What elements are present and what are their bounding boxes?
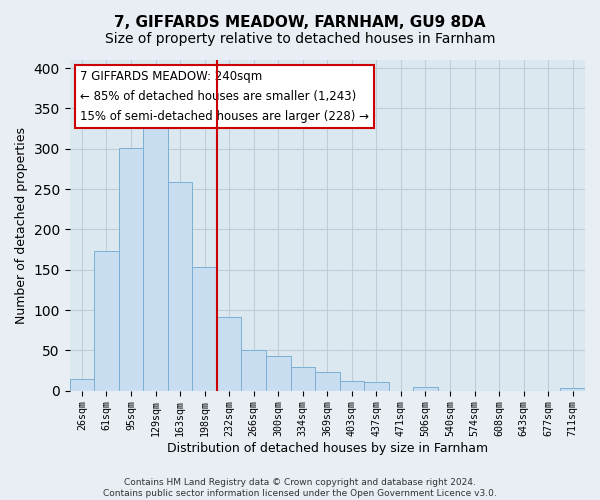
Bar xyxy=(340,381,364,390)
Text: Contains HM Land Registry data © Crown copyright and database right 2024.
Contai: Contains HM Land Registry data © Crown c… xyxy=(103,478,497,498)
Text: 7, GIFFARDS MEADOW, FARNHAM, GU9 8DA: 7, GIFFARDS MEADOW, FARNHAM, GU9 8DA xyxy=(114,15,486,30)
Bar xyxy=(168,182,193,390)
Text: 7 GIFFARDS MEADOW: 240sqm
← 85% of detached houses are smaller (1,243)
15% of se: 7 GIFFARDS MEADOW: 240sqm ← 85% of detac… xyxy=(80,70,369,123)
Bar xyxy=(70,378,94,390)
Bar xyxy=(143,124,168,390)
Text: Size of property relative to detached houses in Farnham: Size of property relative to detached ho… xyxy=(105,32,495,46)
Bar xyxy=(94,251,119,390)
Bar xyxy=(560,388,585,390)
Bar xyxy=(241,350,266,391)
Bar xyxy=(217,316,241,390)
X-axis label: Distribution of detached houses by size in Farnham: Distribution of detached houses by size … xyxy=(167,442,488,455)
Bar xyxy=(266,356,290,390)
Bar xyxy=(193,268,217,390)
Y-axis label: Number of detached properties: Number of detached properties xyxy=(15,127,28,324)
Bar xyxy=(315,372,340,390)
Bar xyxy=(119,148,143,390)
Bar xyxy=(290,368,315,390)
Bar xyxy=(364,382,389,390)
Bar xyxy=(413,388,438,390)
